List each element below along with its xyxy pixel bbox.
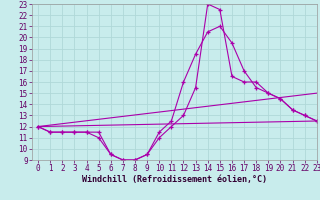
- X-axis label: Windchill (Refroidissement éolien,°C): Windchill (Refroidissement éolien,°C): [82, 175, 267, 184]
